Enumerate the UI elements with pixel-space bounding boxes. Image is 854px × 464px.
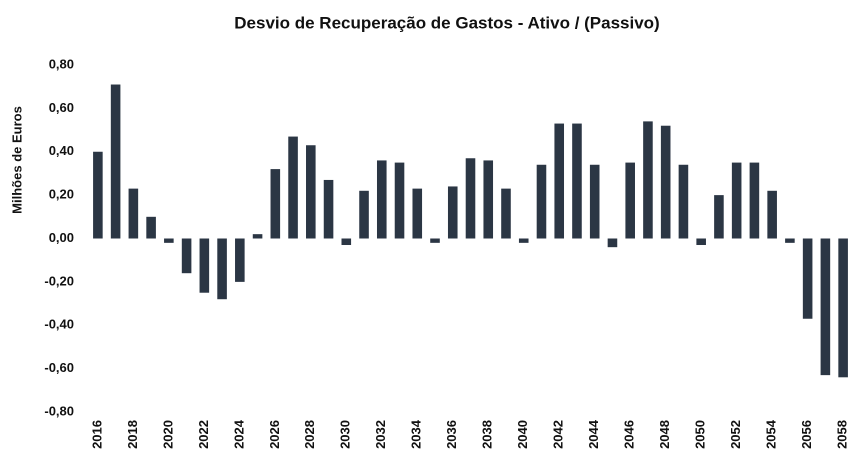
- bar: [235, 238, 245, 282]
- x-tick-label: 2036: [444, 420, 459, 449]
- bar: [341, 238, 352, 246]
- bar: [483, 160, 494, 239]
- y-tick-label: 0,20: [49, 187, 74, 202]
- bar: [536, 164, 547, 239]
- chart-title: Desvio de Recuperação de Gastos - Ativo …: [234, 13, 659, 32]
- bar: [164, 238, 174, 243]
- bar: [607, 238, 618, 248]
- x-tick-label: 2054: [764, 419, 779, 449]
- bar: [589, 164, 600, 239]
- y-tick-label: -0,80: [44, 403, 74, 418]
- bar: [181, 238, 192, 274]
- bar: [323, 179, 334, 239]
- x-tick-label: 2052: [728, 420, 743, 449]
- x-tick-label: 2038: [480, 420, 495, 449]
- bar: [625, 162, 635, 239]
- x-tick-label: 2026: [267, 420, 282, 449]
- x-tick-label: 2056: [799, 420, 814, 449]
- bar: [252, 234, 263, 239]
- bar: [93, 151, 103, 239]
- bar: [572, 123, 582, 239]
- y-tick-label: 0,60: [49, 100, 74, 115]
- bar: [128, 188, 139, 239]
- x-tick-label: 2018: [125, 420, 140, 449]
- bar: [501, 188, 511, 239]
- x-tick-label: 2028: [302, 420, 317, 449]
- y-tick-label: -0,40: [44, 317, 74, 332]
- y-tick-label: -0,60: [44, 360, 74, 375]
- x-tick-label: 2040: [515, 420, 530, 449]
- x-tick-label: 2044: [586, 419, 601, 449]
- bar: [430, 238, 440, 243]
- x-tick-label: 2058: [835, 420, 850, 449]
- x-tick-label: 2024: [231, 419, 246, 449]
- bar: [518, 238, 529, 243]
- bar: [820, 238, 831, 376]
- bar: [554, 123, 565, 239]
- bar: [217, 238, 227, 300]
- x-tick-label: 2048: [657, 420, 672, 449]
- x-tick-label: 2034: [409, 419, 424, 449]
- bar: [660, 125, 671, 239]
- bar: [306, 145, 316, 239]
- bar: [199, 238, 210, 293]
- bar: [288, 136, 298, 239]
- bar: [785, 238, 795, 243]
- bar: [643, 121, 653, 239]
- bar: [465, 158, 476, 239]
- bar: [678, 164, 689, 239]
- bar: [447, 186, 458, 239]
- x-tick-label: 2030: [338, 420, 353, 449]
- bar: [270, 169, 281, 239]
- x-tick-label: 2022: [196, 420, 211, 449]
- x-tick-label: 2046: [622, 420, 637, 449]
- y-axis-label: Milhões de Euros: [9, 106, 24, 214]
- x-tick-label: 2020: [160, 420, 175, 449]
- x-tick-label: 2042: [551, 420, 566, 449]
- bar: [146, 216, 156, 239]
- x-tick-label: 2032: [373, 420, 388, 449]
- bar: [838, 238, 848, 378]
- x-tick-label: 2016: [89, 420, 104, 449]
- y-tick-label: 0,40: [49, 143, 74, 158]
- bar: [714, 195, 724, 239]
- bar: [110, 84, 121, 239]
- bar: [412, 188, 423, 239]
- x-tick-label: 2050: [693, 420, 708, 449]
- bar: [394, 162, 405, 239]
- bar: [749, 162, 760, 239]
- y-tick-label: -0,20: [44, 273, 74, 288]
- bar: [696, 238, 706, 246]
- y-tick-label: 0,00: [49, 230, 74, 245]
- bar: [359, 190, 369, 239]
- bar: [731, 162, 742, 239]
- y-tick-label: 0,80: [49, 56, 74, 71]
- bar: [802, 238, 813, 319]
- bar: [376, 160, 387, 239]
- bar: [767, 190, 777, 239]
